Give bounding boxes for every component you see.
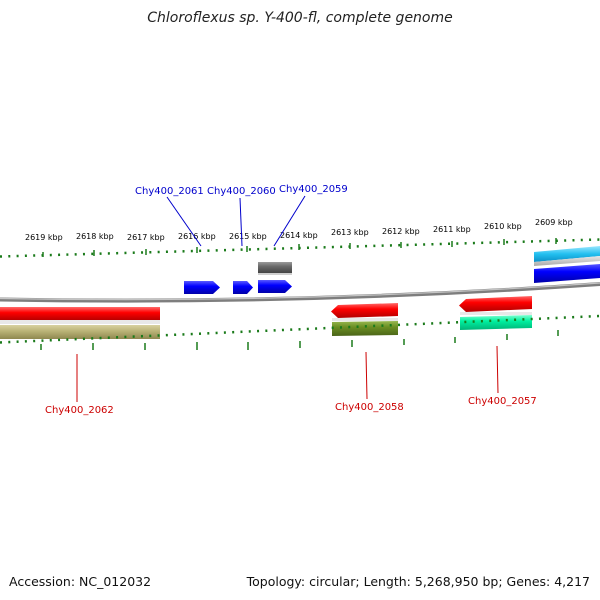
kbp-label: 2613 kbp xyxy=(331,228,369,237)
gene-box-chy400-2062[interactable] xyxy=(0,307,160,321)
genome-backbone xyxy=(0,282,600,303)
forward-leader-lines xyxy=(166,195,306,247)
reverse-leader-lines xyxy=(76,345,499,402)
gene-box-chy400-2057-cog[interactable] xyxy=(460,315,532,330)
kbp-label: 2609 kbp xyxy=(535,218,573,227)
gene-arrow-chy400-2060[interactable] xyxy=(233,281,253,294)
kbp-label: 2610 kbp xyxy=(484,222,522,231)
kbp-label: 2615 kbp xyxy=(229,232,267,241)
kbp-label: 2616 kbp xyxy=(178,232,216,241)
kbp-label: 2611 kbp xyxy=(433,225,471,234)
genome-summary-text: Topology: circular; Length: 5,268,950 bp… xyxy=(246,574,590,589)
gene-arrow-chy400-2058[interactable] xyxy=(331,303,398,318)
gene-label-chy400-2059[interactable]: Chy400_2059 xyxy=(279,184,348,195)
gene-arrow-chy400-2059[interactable] xyxy=(258,280,292,293)
gene-box-chy400-2059-cog[interactable] xyxy=(258,262,292,273)
forward-strand-genes xyxy=(184,246,600,294)
kbp-label: 2614 kbp xyxy=(280,231,318,240)
upper-ruler-dots xyxy=(0,238,600,258)
gene-label-chy400-2057[interactable]: Chy400_2057 xyxy=(468,396,537,407)
gene-box-chy400-2062-cog[interactable] xyxy=(0,325,160,339)
lower-major-ticks xyxy=(40,330,559,350)
kbp-labels: 2619 kbp 2618 kbp 2617 kbp 2616 kbp 2615… xyxy=(25,218,573,242)
kbp-label: 2617 kbp xyxy=(127,233,165,242)
kbp-label: 2619 kbp xyxy=(25,233,63,242)
lower-ruler-dots xyxy=(0,314,600,344)
kbp-label: 2612 kbp xyxy=(382,227,420,236)
gene-box-right-edge-blue[interactable] xyxy=(534,264,600,283)
lower-tick-ruler xyxy=(0,314,600,350)
map-title: Chloroflexus sp. Y-400-fl, complete geno… xyxy=(147,10,453,26)
kbp-label: 2618 kbp xyxy=(76,232,114,241)
gene-label-chy400-2061[interactable]: Chy400_2061 xyxy=(135,186,204,197)
gene-label-chy400-2060[interactable]: Chy400_2060 xyxy=(207,186,276,197)
accession-text: Accession: NC_012032 xyxy=(9,574,152,589)
gene-label-chy400-2062[interactable]: Chy400_2062 xyxy=(45,405,114,416)
upper-major-ticks xyxy=(42,238,557,257)
gene-box-right-edge-cyan[interactable] xyxy=(534,246,600,262)
gene-label-chy400-2058[interactable]: Chy400_2058 xyxy=(335,402,404,413)
upper-tick-ruler xyxy=(0,238,600,258)
gene-arrow-chy400-2057[interactable] xyxy=(459,296,532,312)
gene-arrow-chy400-2061[interactable] xyxy=(184,281,220,294)
